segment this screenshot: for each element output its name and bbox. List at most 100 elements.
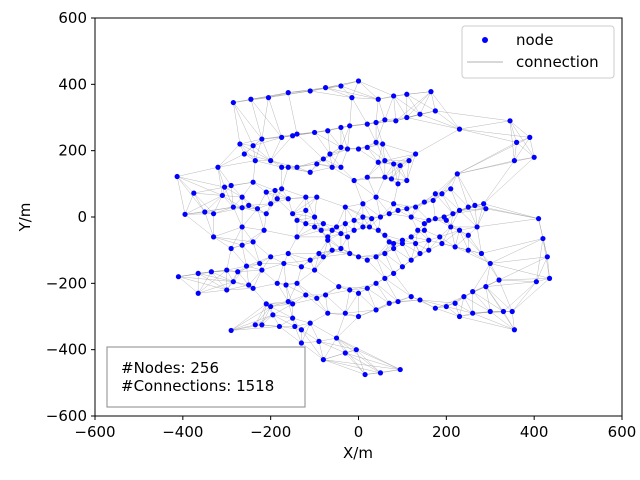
connection-line [459, 230, 482, 254]
node-point [235, 269, 241, 275]
y-tick-label: −400 [46, 341, 87, 359]
node-point [382, 275, 388, 281]
connection-line [476, 203, 484, 228]
node-point [298, 264, 305, 270]
connection-line [393, 203, 416, 208]
connection-line [314, 269, 339, 287]
connection-line [294, 326, 302, 344]
connection-line [213, 236, 232, 249]
connection-line [263, 213, 267, 231]
node-point [333, 335, 340, 341]
node-point [443, 217, 449, 223]
node-point [215, 164, 221, 170]
node-point [268, 201, 274, 207]
connection-line [336, 337, 346, 354]
connection-line [455, 246, 491, 264]
connection-line [380, 369, 401, 374]
connection-line [230, 185, 243, 198]
connection-line [288, 283, 298, 302]
node-point [314, 161, 320, 167]
connection-line [378, 162, 401, 166]
connection-line [305, 294, 328, 314]
connection-line [410, 243, 416, 261]
node-point [391, 245, 397, 252]
node-point [408, 294, 414, 300]
connection-line [270, 160, 289, 168]
node-point [487, 308, 493, 315]
node-point [351, 177, 357, 184]
node-point [338, 164, 344, 170]
node-point [338, 124, 344, 131]
node-point [388, 176, 395, 182]
node-point [377, 214, 384, 220]
connection-line [310, 322, 337, 339]
node-point [448, 224, 454, 230]
connection-line [345, 309, 377, 314]
node-point [243, 263, 250, 269]
connection-line [222, 195, 243, 208]
connection-line [459, 230, 469, 251]
connection-line [224, 186, 243, 198]
connection-line [239, 143, 256, 161]
connection-line [323, 359, 381, 374]
connection-line [367, 120, 396, 125]
node-point [351, 227, 357, 233]
connection-line [393, 163, 408, 181]
connection-line [250, 99, 263, 140]
node-point [338, 230, 344, 237]
connection-line [481, 238, 544, 254]
x-tick-label: −200 [250, 423, 291, 441]
connection-line [277, 198, 293, 214]
node-point [360, 201, 366, 207]
connection-line [178, 276, 234, 282]
connection-line [393, 91, 431, 97]
connection-line [435, 173, 458, 194]
connection-line [345, 206, 364, 218]
node-point [294, 131, 300, 137]
connection-line [441, 193, 460, 211]
connection-line [292, 213, 315, 218]
node-point [210, 211, 217, 217]
connection-line [499, 279, 537, 282]
node-point [239, 205, 245, 211]
node-point [421, 227, 427, 233]
node-point [364, 257, 370, 263]
connection-line [244, 153, 271, 161]
connection-line [252, 288, 267, 305]
connection-line [226, 265, 247, 271]
connection-line [329, 148, 348, 155]
connection-line [316, 298, 328, 314]
connection-line [463, 296, 491, 312]
node-point [285, 164, 291, 170]
node-point [294, 164, 300, 170]
connection-line [430, 91, 460, 130]
connection-line [217, 160, 256, 168]
node-point [355, 146, 362, 152]
connection-line [351, 97, 368, 125]
connection-line [305, 196, 315, 218]
connection-line [264, 230, 298, 238]
node-point [263, 211, 269, 217]
connection-line [450, 188, 460, 211]
connection-line [435, 307, 460, 317]
x-tick-label: −600 [74, 423, 115, 441]
legend-node-label: node [516, 31, 553, 49]
node-point [509, 308, 515, 315]
connection-line [239, 143, 271, 161]
connection-line [252, 269, 263, 289]
connection-line [345, 289, 350, 314]
node-point [432, 305, 438, 311]
connection-line [233, 102, 254, 146]
connection-line [430, 91, 436, 111]
node-point [432, 108, 438, 114]
connection-line [318, 240, 328, 254]
connection-lines [176, 80, 550, 375]
connection-line [242, 207, 267, 214]
connection-line [177, 167, 219, 177]
connection-line [184, 193, 195, 215]
node-point [314, 194, 320, 200]
node-point [347, 123, 353, 129]
connection-line [285, 284, 289, 302]
connection-line [362, 203, 381, 218]
connection-line [323, 253, 350, 258]
